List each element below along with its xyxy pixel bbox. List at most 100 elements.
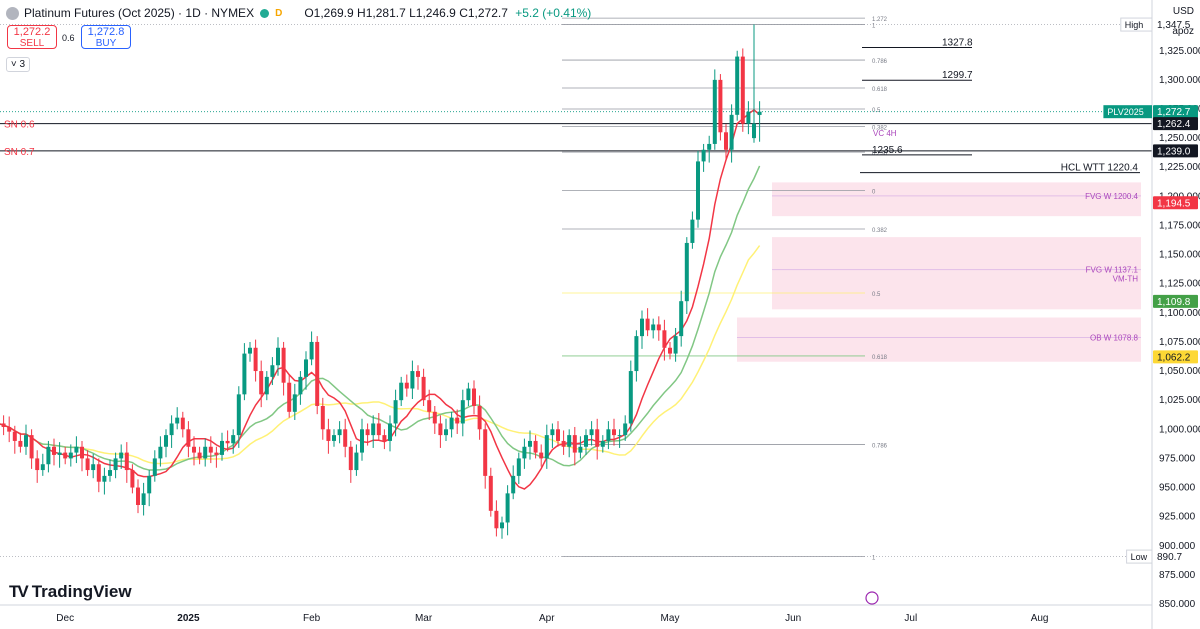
candle-body <box>46 446 51 465</box>
axis-mode[interactable]: apoz <box>1172 26 1194 37</box>
candle-body <box>572 435 577 453</box>
candle-body <box>102 475 107 482</box>
y-tick-label: 975.000 <box>1159 453 1196 464</box>
candle-body <box>315 341 320 406</box>
candle-body <box>85 458 90 471</box>
candle-body <box>192 446 196 453</box>
candle-body <box>253 347 258 372</box>
candle-body <box>57 452 62 455</box>
x-tick-label: Jun <box>785 613 801 624</box>
candle-body <box>757 111 762 115</box>
x-tick-label: Mar <box>415 613 433 624</box>
buy-button[interactable]: 1,272.8 BUY <box>81 25 131 49</box>
candle-body <box>1 423 6 427</box>
candle-body <box>606 429 611 441</box>
candle-body <box>320 406 325 430</box>
candle-body <box>208 446 213 453</box>
price-level-label: 1299.7 <box>942 70 973 81</box>
indicators-toggle[interactable]: ˅ 3 <box>6 57 30 72</box>
candle-body <box>567 435 572 447</box>
candle-body <box>29 435 34 459</box>
price-tag-name: Low <box>1131 552 1148 562</box>
open-value: 1,269.9 <box>313 6 354 20</box>
y-tick-label: 1,300.000 <box>1159 75 1200 86</box>
candle-body <box>500 522 504 529</box>
spread-value: 0.6 <box>62 33 75 43</box>
candle-body <box>466 388 471 401</box>
price-tag-name-box <box>1103 105 1152 119</box>
candle-body <box>214 452 219 455</box>
candle-body <box>662 330 667 348</box>
price-tag-name-box <box>1126 549 1153 564</box>
candle-body <box>113 458 118 471</box>
buy-price: 1,272.8 <box>87 26 125 38</box>
sell-button[interactable]: 1,272.2 SELL <box>7 25 57 49</box>
currency-selector[interactable]: USD <box>1172 6 1194 17</box>
y-tick-label: 925.000 <box>1159 512 1196 523</box>
zone-label: FVG W 1137.1 <box>1086 266 1139 275</box>
delayed-badge: D <box>275 7 283 19</box>
candle-body <box>119 452 124 459</box>
candle-body <box>623 423 628 436</box>
candle-body <box>7 426 12 432</box>
price-tag <box>1153 105 1198 119</box>
candle-body <box>276 347 280 366</box>
candle-body <box>707 143 712 150</box>
price-level-label: 1235.6 <box>872 145 903 156</box>
candle-body <box>388 423 392 441</box>
candle-body <box>455 417 460 424</box>
candle-body <box>673 336 678 354</box>
candle-body <box>472 388 476 406</box>
candle-body <box>640 318 644 337</box>
candle-body <box>550 429 555 436</box>
candle-body <box>746 111 751 124</box>
candle-body <box>298 376 303 395</box>
candle-body <box>651 324 656 331</box>
candle-body <box>376 423 381 436</box>
candle-body <box>18 440 23 447</box>
symbol-title[interactable]: Platinum Futures (Oct 2025) · 1D · NYMEX <box>24 6 255 20</box>
price-tag-value: 890.7 <box>1157 552 1182 563</box>
y-tick-label: 1,125.000 <box>1159 279 1200 290</box>
fib-label: 0 <box>872 190 876 196</box>
candle-body <box>281 347 286 383</box>
y-tick-label: 950.000 <box>1159 483 1196 494</box>
candle-body <box>617 435 622 437</box>
candle-body <box>136 487 140 505</box>
candle-body <box>175 417 180 424</box>
candle-body <box>696 161 700 220</box>
platinum-logo-icon <box>6 6 19 20</box>
tradingview-logo[interactable]: TV TradingView <box>9 582 132 602</box>
fib-label: 0.382 <box>872 228 888 234</box>
candle-body <box>292 394 297 412</box>
candle-body <box>410 371 415 389</box>
event-marker-icon[interactable] <box>865 591 879 605</box>
close-value: 1,272.7 <box>467 6 508 20</box>
candle-body <box>427 400 432 412</box>
fvg-zone <box>772 237 1141 310</box>
candle-body <box>270 365 275 377</box>
candle-body <box>337 429 342 436</box>
price-tag <box>1153 18 1198 32</box>
price-level-label: 1327.8 <box>942 38 973 49</box>
y-tick-label: 1,325.000 <box>1159 46 1200 57</box>
candle-body <box>416 371 420 377</box>
fib-label: 0.618 <box>872 87 888 93</box>
y-tick-label: 875.000 <box>1159 570 1196 581</box>
candle-body <box>197 452 202 459</box>
fib-label: 0.5 <box>872 292 881 298</box>
candle-body <box>259 371 264 395</box>
candle-body <box>656 324 661 331</box>
vc-annotation: VC 4H <box>873 129 897 138</box>
candle-body <box>690 219 695 243</box>
candle-body <box>684 242 689 302</box>
candle-body <box>220 440 224 455</box>
y-tick-label: 1,225.000 <box>1159 162 1200 173</box>
x-tick-label: 2025 <box>177 613 200 624</box>
symbol-header[interactable]: Platinum Futures (Oct 2025) · 1D · NYMEX… <box>6 5 591 21</box>
candle-body <box>634 336 639 372</box>
price-tag-name-box <box>1120 17 1153 32</box>
x-tick-label: Jul <box>904 613 917 624</box>
candle-body <box>169 423 174 436</box>
